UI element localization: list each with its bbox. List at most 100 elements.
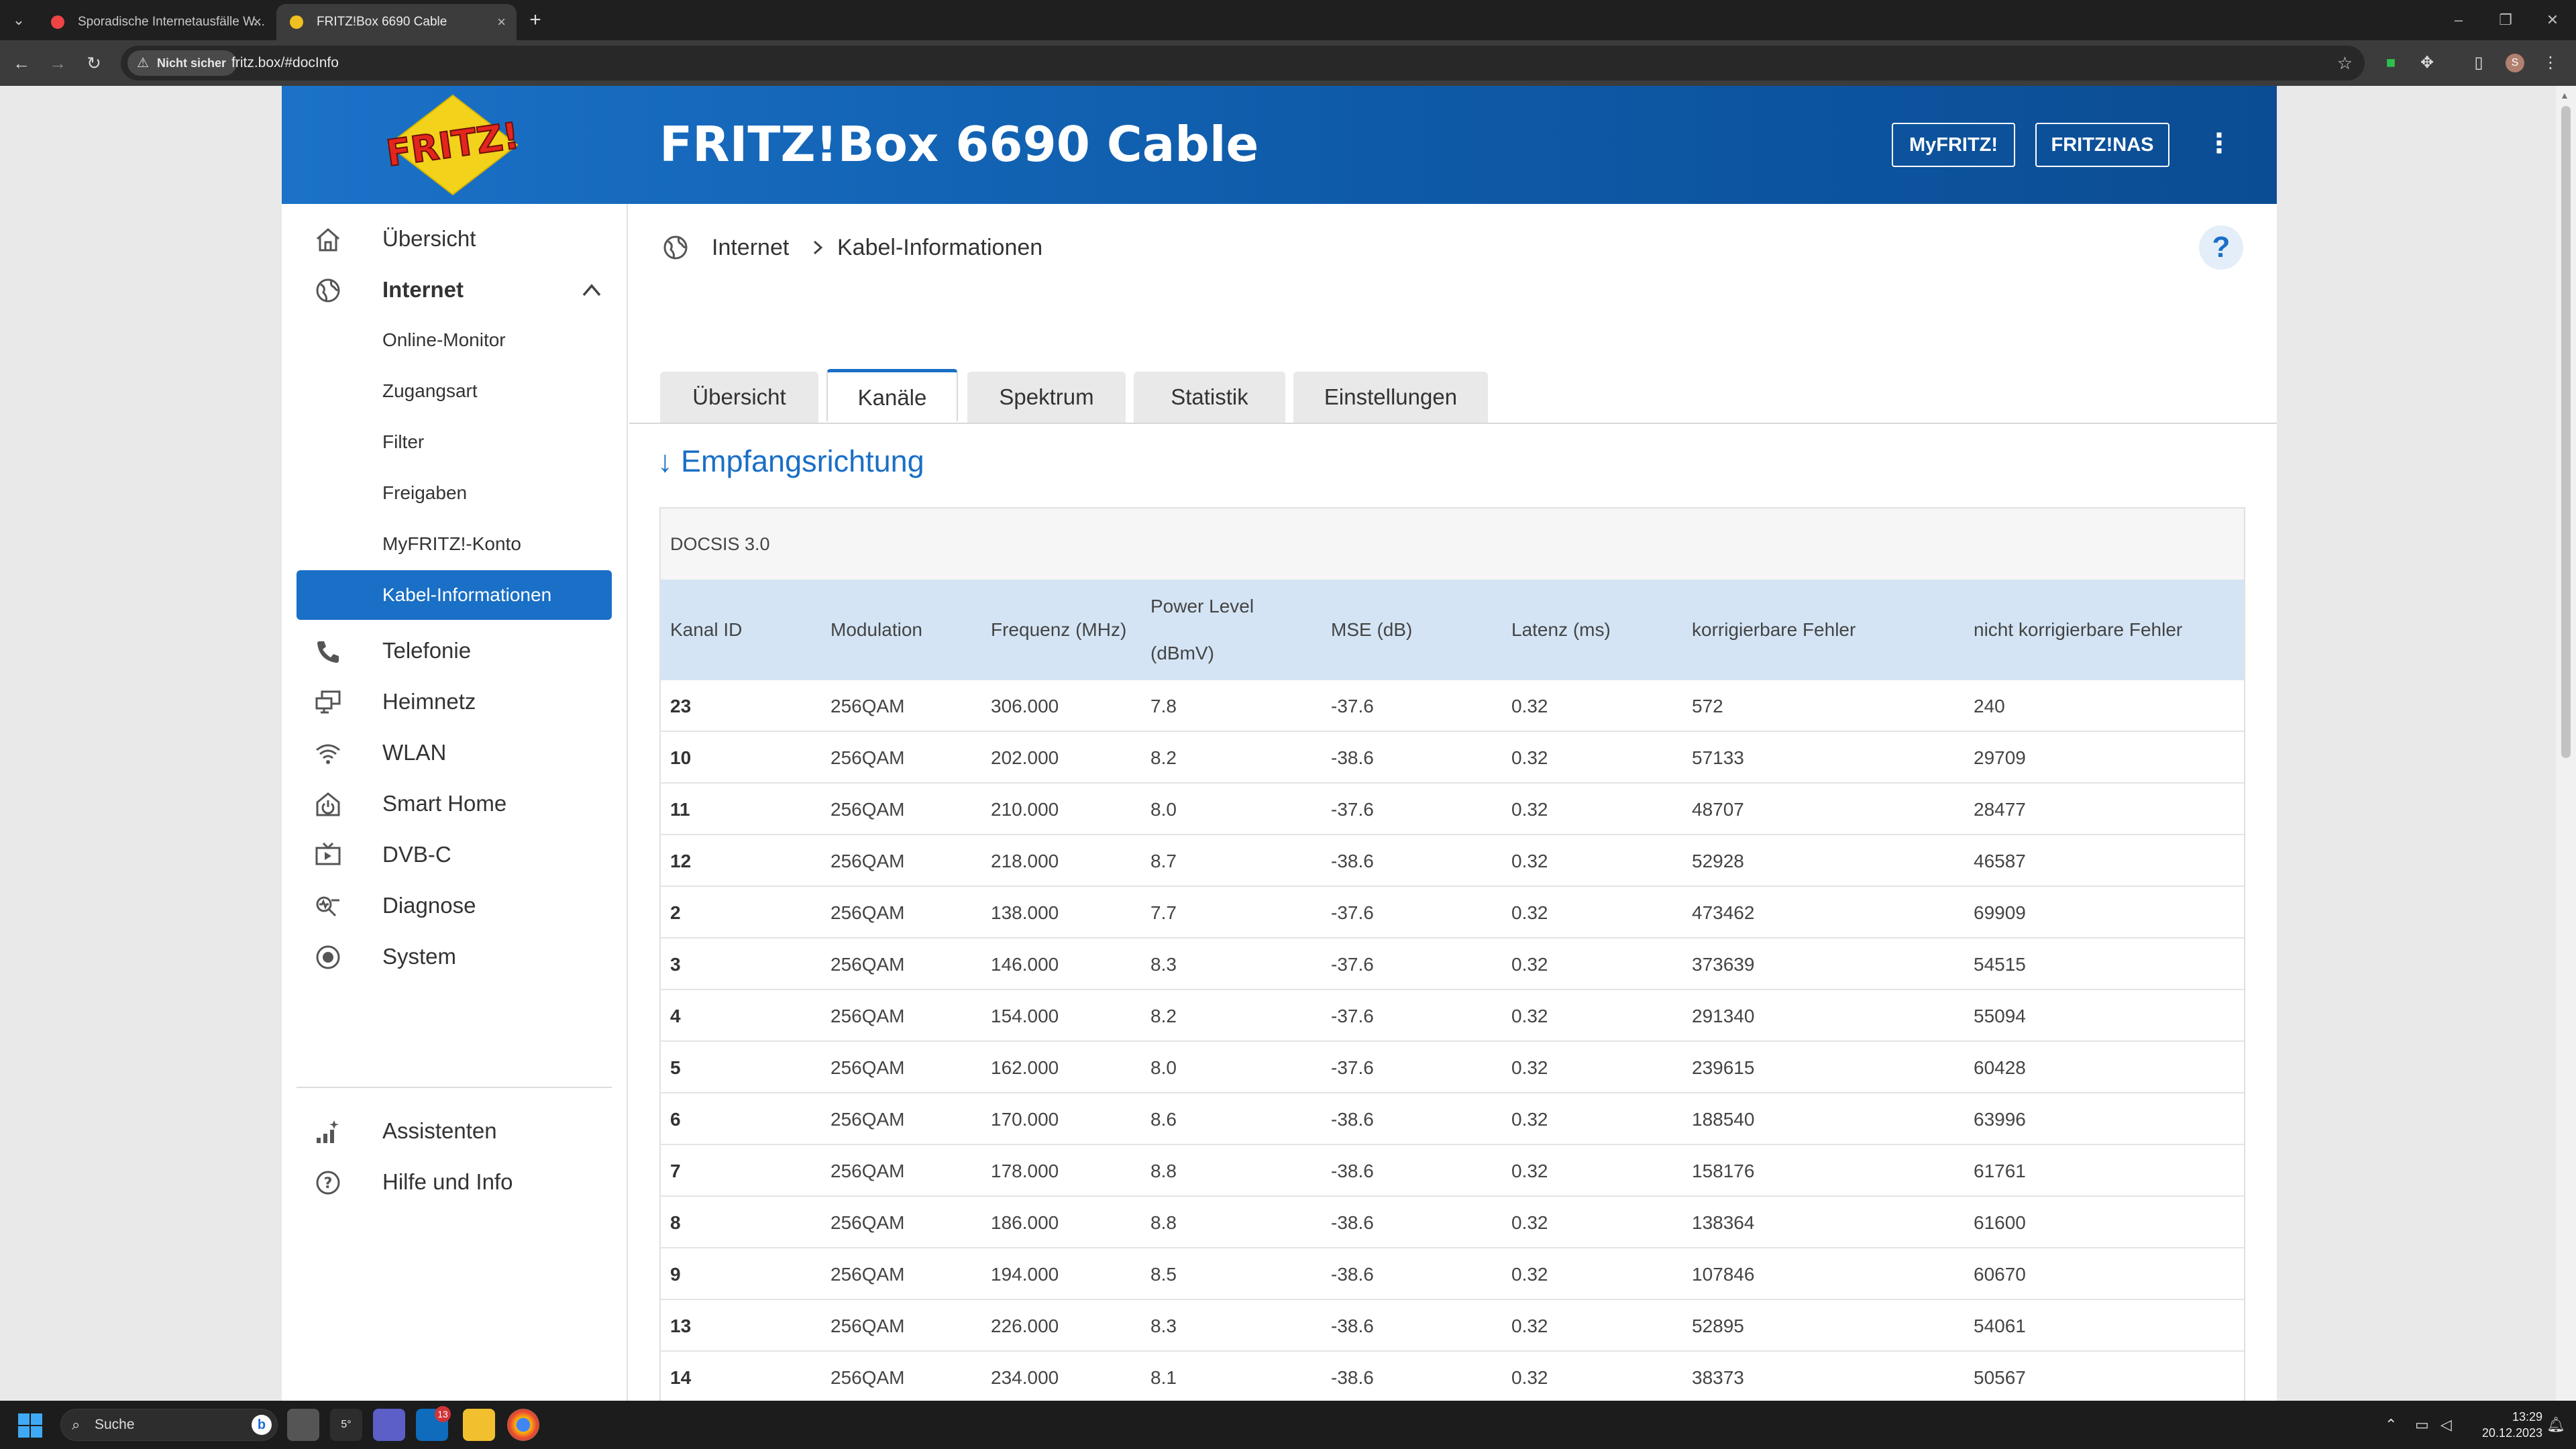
tab-close-icon[interactable]: ×: [253, 13, 262, 30]
scroll-up-icon[interactable]: ▲: [2560, 90, 2569, 101]
close-window-icon[interactable]: ✕: [2546, 11, 2559, 28]
tab-uebersicht[interactable]: Übersicht: [660, 372, 818, 423]
more-options-icon[interactable]: ⋮: [2206, 129, 2233, 158]
url-text[interactable]: fritz.box/#docInfo: [231, 55, 339, 70]
weather-widget-icon[interactable]: 5°: [330, 1409, 362, 1441]
cell-mse: -37.6: [1331, 1057, 1374, 1078]
cell-kanal-id: 10: [670, 747, 692, 768]
cell-latenz: 0.32: [1511, 1264, 1548, 1285]
cell-frequenz: 162.000: [991, 1057, 1059, 1078]
fritz-logo-icon[interactable]: FRITZ!: [386, 93, 520, 197]
page-scrollbar[interactable]: ▲: [2556, 86, 2576, 1401]
tab-close-icon[interactable]: ×: [497, 13, 506, 30]
nav-sub-zugangsart[interactable]: Zugangsart: [297, 366, 612, 416]
nav-sub-kabel-informationen[interactable]: Kabel-Informationen: [297, 570, 612, 620]
bookmark-star-icon[interactable]: ☆: [2337, 53, 2353, 73]
cell-korrigierbar: 572: [1692, 696, 1723, 716]
cell-nicht-korrigierbar: 54515: [1974, 954, 2026, 975]
nav-wlan[interactable]: WLAN: [297, 727, 612, 778]
cell-frequenz: 186.000: [991, 1212, 1059, 1233]
minimize-window-icon[interactable]: –: [2454, 11, 2463, 28]
bing-icon[interactable]: b: [252, 1415, 272, 1435]
cell-modulation: 256QAM: [830, 1367, 905, 1388]
nav-sub-freigaben[interactable]: Freigaben: [297, 468, 612, 518]
breadcrumb-parent[interactable]: Internet: [712, 235, 790, 260]
address-bar[interactable]: ⚠ Nicht sicher fritz.box/#docInfo ☆: [121, 46, 2365, 80]
cell-kanal-id: 13: [670, 1316, 692, 1336]
chevron-right-icon: [813, 240, 823, 255]
browser-tab-fritzbox[interactable]: FRITZ!Box 6690 Cable ×: [276, 4, 517, 40]
myfritz-button[interactable]: MyFRITZ!: [1892, 123, 2015, 167]
tab-statistik[interactable]: Statistik: [1134, 372, 1285, 423]
nav-sub-myfritz-konto[interactable]: MyFRITZ!-Konto: [297, 519, 612, 569]
browser-menu-icon[interactable]: ⋮: [2542, 54, 2559, 72]
nav-heimnetz[interactable]: Heimnetz: [297, 676, 612, 727]
nav-label: WLAN: [382, 740, 447, 765]
nav-diagnose[interactable]: Diagnose: [297, 880, 612, 931]
forward-arrow-icon[interactable]: →: [49, 53, 66, 73]
nav-smart-home[interactable]: Smart Home: [297, 778, 612, 829]
nav-dvb-c[interactable]: DVB-C: [297, 829, 612, 880]
mail-badge: 13: [435, 1406, 451, 1422]
extension-check-icon[interactable]: ■: [2385, 54, 2396, 72]
windows-start-icon[interactable]: [17, 1413, 43, 1438]
globe-icon: [316, 278, 340, 303]
cell-nicht-korrigierbar: 46587: [1974, 851, 2026, 871]
scrollbar-thumb[interactable]: [2561, 106, 2571, 758]
diagnose-icon: [316, 896, 339, 917]
back-arrow-icon[interactable]: ←: [13, 53, 30, 73]
tab-einstellungen[interactable]: Einstellungen: [1293, 372, 1488, 423]
nav-uebersicht[interactable]: Übersicht: [297, 213, 612, 264]
profile-avatar[interactable]: S: [2506, 54, 2524, 72]
system-icon: [316, 945, 340, 969]
volume-tray-icon[interactable]: ◁: [2440, 1416, 2452, 1433]
taskbar-search[interactable]: ⌕ Suche b: [60, 1409, 278, 1441]
fritznas-button[interactable]: FRITZ!NAS: [2035, 123, 2169, 167]
reload-icon[interactable]: ↻: [87, 53, 101, 73]
browser-tab-forum[interactable]: Sporadische Internetausfälle W... ×: [38, 4, 272, 40]
not-secure-chip[interactable]: ⚠ Nicht sicher: [127, 50, 237, 76]
nav-telefonie[interactable]: Telefonie: [297, 625, 612, 676]
nav-hilfe-und-info[interactable]: ? Hilfe und Info: [297, 1157, 612, 1208]
system-clock[interactable]: 13:29 20.12.2023: [2469, 1409, 2542, 1441]
chrome-icon[interactable]: [507, 1409, 539, 1441]
file-explorer-icon[interactable]: [463, 1409, 495, 1441]
nav-assistenten[interactable]: Assistenten: [297, 1106, 612, 1157]
chevron-up-icon[interactable]: [578, 264, 605, 315]
nav-sub-filter[interactable]: Filter: [297, 417, 612, 467]
tab-spektrum[interactable]: Spektrum: [967, 372, 1126, 423]
browser-toolbar: ← → ↻ ⚠ Nicht sicher fritz.box/#docInfo …: [0, 40, 2576, 86]
cell-frequenz: 218.000: [991, 851, 1059, 871]
fritzbox-page: FRITZ! FRITZ!Box 6690 Cable MyFRITZ! FRI…: [282, 86, 2277, 1401]
tab-search-chevron-icon[interactable]: ⌄: [12, 11, 25, 28]
restore-window-icon[interactable]: ❐: [2499, 11, 2512, 28]
teams-icon[interactable]: [373, 1409, 405, 1441]
cell-modulation: 256QAM: [830, 851, 905, 871]
cell-korrigierbar: 291340: [1692, 1006, 1755, 1026]
task-view-icon[interactable]: [287, 1409, 319, 1441]
extensions-puzzle-icon[interactable]: ✥: [2420, 54, 2434, 72]
side-panel-icon[interactable]: ▯: [2474, 54, 2483, 72]
not-secure-label: Nicht sicher: [157, 56, 227, 70]
nav-internet[interactable]: Internet: [297, 264, 612, 315]
tray-chevron-up-icon[interactable]: ⌃: [2385, 1416, 2398, 1433]
network-tray-icon[interactable]: ▭: [2415, 1416, 2429, 1433]
cell-kanal-id: 23: [670, 696, 692, 716]
cell-modulation: 256QAM: [830, 1161, 905, 1181]
nav-sub-online-monitor[interactable]: Online-Monitor: [297, 315, 612, 365]
section-title: ↓ Empfangsrichtung: [657, 444, 924, 478]
cell-nicht-korrigierbar: 69909: [1974, 902, 2026, 923]
cell-mse: -38.6: [1331, 747, 1374, 768]
new-tab-plus-icon[interactable]: +: [529, 9, 541, 31]
table-row: 6 256QAM 170.000 8.6 -38.6 0.32 188540 63996: [661, 1093, 2244, 1145]
help-button[interactable]: ?: [2199, 225, 2243, 270]
nav-system[interactable]: System: [297, 931, 612, 982]
page-viewport: FRITZ! FRITZ!Box 6690 Cable MyFRITZ! FRI…: [0, 86, 2576, 1401]
nav-label: Internet: [382, 277, 464, 302]
cell-mse: -38.6: [1331, 1212, 1374, 1233]
cell-korrigierbar: 188540: [1692, 1109, 1755, 1130]
mail-icon[interactable]: 13: [416, 1406, 451, 1441]
tab-kanaele[interactable]: Kanäle: [826, 369, 958, 421]
notification-bell-icon[interactable]: 🔔︎: [2546, 1416, 2565, 1433]
cell-mse: -37.6: [1331, 954, 1374, 975]
